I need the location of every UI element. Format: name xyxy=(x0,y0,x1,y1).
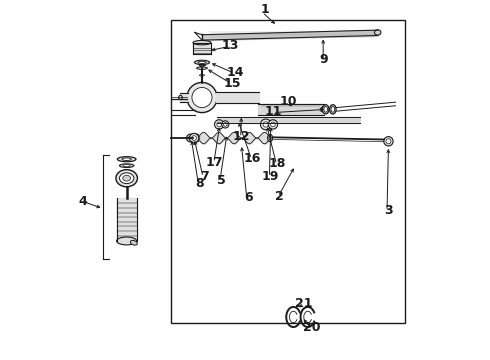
Ellipse shape xyxy=(331,107,335,112)
Text: 10: 10 xyxy=(279,95,297,108)
Circle shape xyxy=(269,120,278,129)
Circle shape xyxy=(190,134,199,143)
Text: 8: 8 xyxy=(195,177,204,190)
Ellipse shape xyxy=(269,136,271,140)
Ellipse shape xyxy=(122,158,131,161)
Circle shape xyxy=(384,136,393,146)
Text: 20: 20 xyxy=(303,320,320,333)
Ellipse shape xyxy=(196,67,207,69)
Ellipse shape xyxy=(330,105,336,114)
Ellipse shape xyxy=(117,237,137,245)
Circle shape xyxy=(187,134,195,142)
Circle shape xyxy=(187,82,217,113)
Ellipse shape xyxy=(324,107,327,112)
Ellipse shape xyxy=(120,164,134,167)
Bar xyxy=(172,21,405,323)
Text: 14: 14 xyxy=(226,66,244,79)
Ellipse shape xyxy=(322,105,329,114)
Ellipse shape xyxy=(120,173,134,184)
Ellipse shape xyxy=(116,170,137,187)
Circle shape xyxy=(263,122,269,127)
Circle shape xyxy=(386,139,391,144)
Ellipse shape xyxy=(130,240,137,245)
Ellipse shape xyxy=(122,175,131,181)
Text: 17: 17 xyxy=(206,156,223,168)
Circle shape xyxy=(215,120,224,129)
Circle shape xyxy=(217,122,221,127)
Text: 21: 21 xyxy=(295,297,313,310)
Text: 16: 16 xyxy=(244,152,261,165)
Text: 9: 9 xyxy=(319,53,328,66)
Text: 13: 13 xyxy=(222,39,239,52)
Circle shape xyxy=(192,136,196,140)
Ellipse shape xyxy=(193,41,211,45)
Text: 3: 3 xyxy=(384,204,393,217)
Text: 2: 2 xyxy=(275,190,283,203)
Text: 5: 5 xyxy=(218,174,226,186)
Circle shape xyxy=(260,119,271,130)
Ellipse shape xyxy=(268,134,272,141)
Ellipse shape xyxy=(199,75,204,76)
Text: 1: 1 xyxy=(260,3,269,16)
Circle shape xyxy=(192,87,212,108)
Ellipse shape xyxy=(195,60,210,64)
Text: 7: 7 xyxy=(200,170,209,183)
Ellipse shape xyxy=(198,61,206,63)
Text: 11: 11 xyxy=(265,105,282,118)
Ellipse shape xyxy=(117,157,136,162)
Text: 12: 12 xyxy=(233,130,250,144)
Circle shape xyxy=(189,136,193,140)
Ellipse shape xyxy=(374,30,381,35)
Ellipse shape xyxy=(195,136,198,140)
Text: 19: 19 xyxy=(262,170,279,183)
Circle shape xyxy=(221,121,229,128)
Text: 4: 4 xyxy=(78,195,87,208)
Ellipse shape xyxy=(179,95,182,100)
Ellipse shape xyxy=(194,134,200,142)
Text: 18: 18 xyxy=(269,157,286,170)
Circle shape xyxy=(223,123,227,126)
Ellipse shape xyxy=(321,107,327,112)
Circle shape xyxy=(270,122,275,127)
Text: 6: 6 xyxy=(245,192,253,204)
Text: 15: 15 xyxy=(224,77,241,90)
Ellipse shape xyxy=(123,165,130,167)
